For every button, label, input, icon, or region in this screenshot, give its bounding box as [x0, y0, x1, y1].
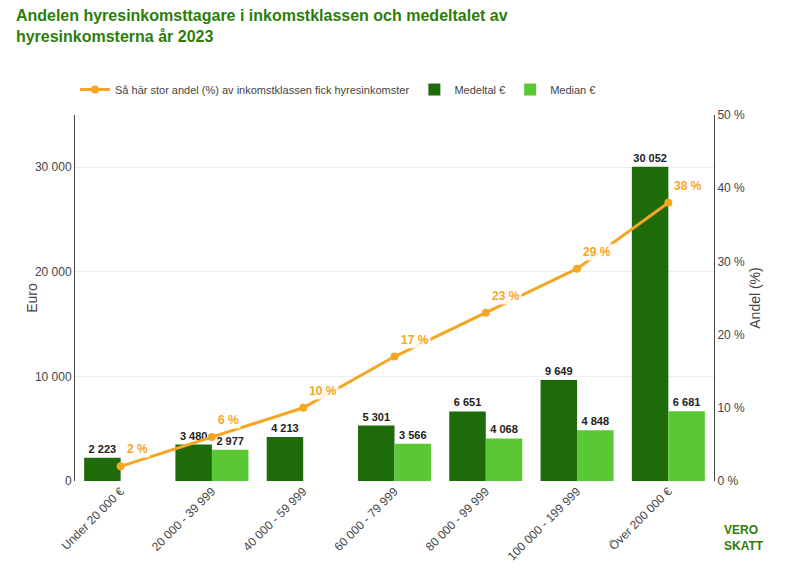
- svg-text:Andel (%): Andel (%): [747, 267, 763, 328]
- svg-text:4 213: 4 213: [271, 422, 299, 434]
- svg-text:60 000 - 79 999: 60 000 - 79 999: [332, 484, 402, 554]
- svg-text:23 %: 23 %: [492, 289, 520, 303]
- svg-text:10 %: 10 %: [717, 401, 745, 415]
- svg-text:29 %: 29 %: [583, 245, 611, 259]
- svg-text:9 649: 9 649: [545, 365, 573, 377]
- svg-text:0 %: 0 %: [717, 474, 738, 488]
- svg-text:0: 0: [65, 474, 72, 488]
- svg-text:10 000: 10 000: [35, 370, 72, 384]
- svg-text:30 %: 30 %: [717, 255, 745, 269]
- svg-text:6 681: 6 681: [673, 396, 701, 408]
- svg-text:Medeltal €: Medeltal €: [454, 84, 505, 96]
- svg-text:4 848: 4 848: [582, 415, 610, 427]
- svg-text:Median €: Median €: [550, 84, 595, 96]
- svg-text:Andelen hyresinkomsttagare i i: Andelen hyresinkomsttagare i inkomstklas…: [16, 7, 508, 45]
- svg-text:2 977: 2 977: [216, 435, 244, 447]
- svg-text:20 000 - 39 999: 20 000 - 39 999: [149, 484, 219, 554]
- svg-text:50 %: 50 %: [717, 108, 745, 122]
- svg-text:30 000: 30 000: [35, 160, 72, 174]
- svg-text:Euro: Euro: [24, 283, 40, 313]
- svg-text:20 %: 20 %: [717, 328, 745, 342]
- svg-text:6 651: 6 651: [454, 396, 482, 408]
- svg-text:2 223: 2 223: [89, 443, 117, 455]
- svg-text:40 %: 40 %: [717, 181, 745, 195]
- svg-text:30 052: 30 052: [633, 152, 667, 164]
- svg-text:Så här stor andel (%) av inkom: Så här stor andel (%) av inkomstklassen …: [115, 84, 409, 96]
- svg-text:Över 200 000 €: Över 200 000 €: [606, 484, 675, 553]
- svg-text:17 %: 17 %: [401, 333, 429, 347]
- svg-text:100 000 - 199 999: 100 000 - 199 999: [505, 484, 584, 563]
- svg-text:10 %: 10 %: [309, 384, 337, 398]
- svg-text:6 %: 6 %: [218, 413, 239, 427]
- svg-text:Under 20 000 €: Under 20 000 €: [59, 484, 128, 553]
- svg-text:80 000 - 99 999: 80 000 - 99 999: [423, 484, 493, 554]
- svg-text:3 480: 3 480: [180, 430, 208, 442]
- svg-text:VEROSKATT: VEROSKATT: [724, 523, 764, 553]
- svg-text:38 %: 38 %: [674, 179, 702, 193]
- svg-text:2 %: 2 %: [127, 442, 148, 456]
- svg-text:4 068: 4 068: [490, 423, 518, 435]
- svg-text:3 566: 3 566: [399, 429, 427, 441]
- svg-text:20 000: 20 000: [35, 265, 72, 279]
- svg-text:40 000 - 59 999: 40 000 - 59 999: [240, 484, 310, 554]
- svg-text:5 301: 5 301: [362, 411, 390, 423]
